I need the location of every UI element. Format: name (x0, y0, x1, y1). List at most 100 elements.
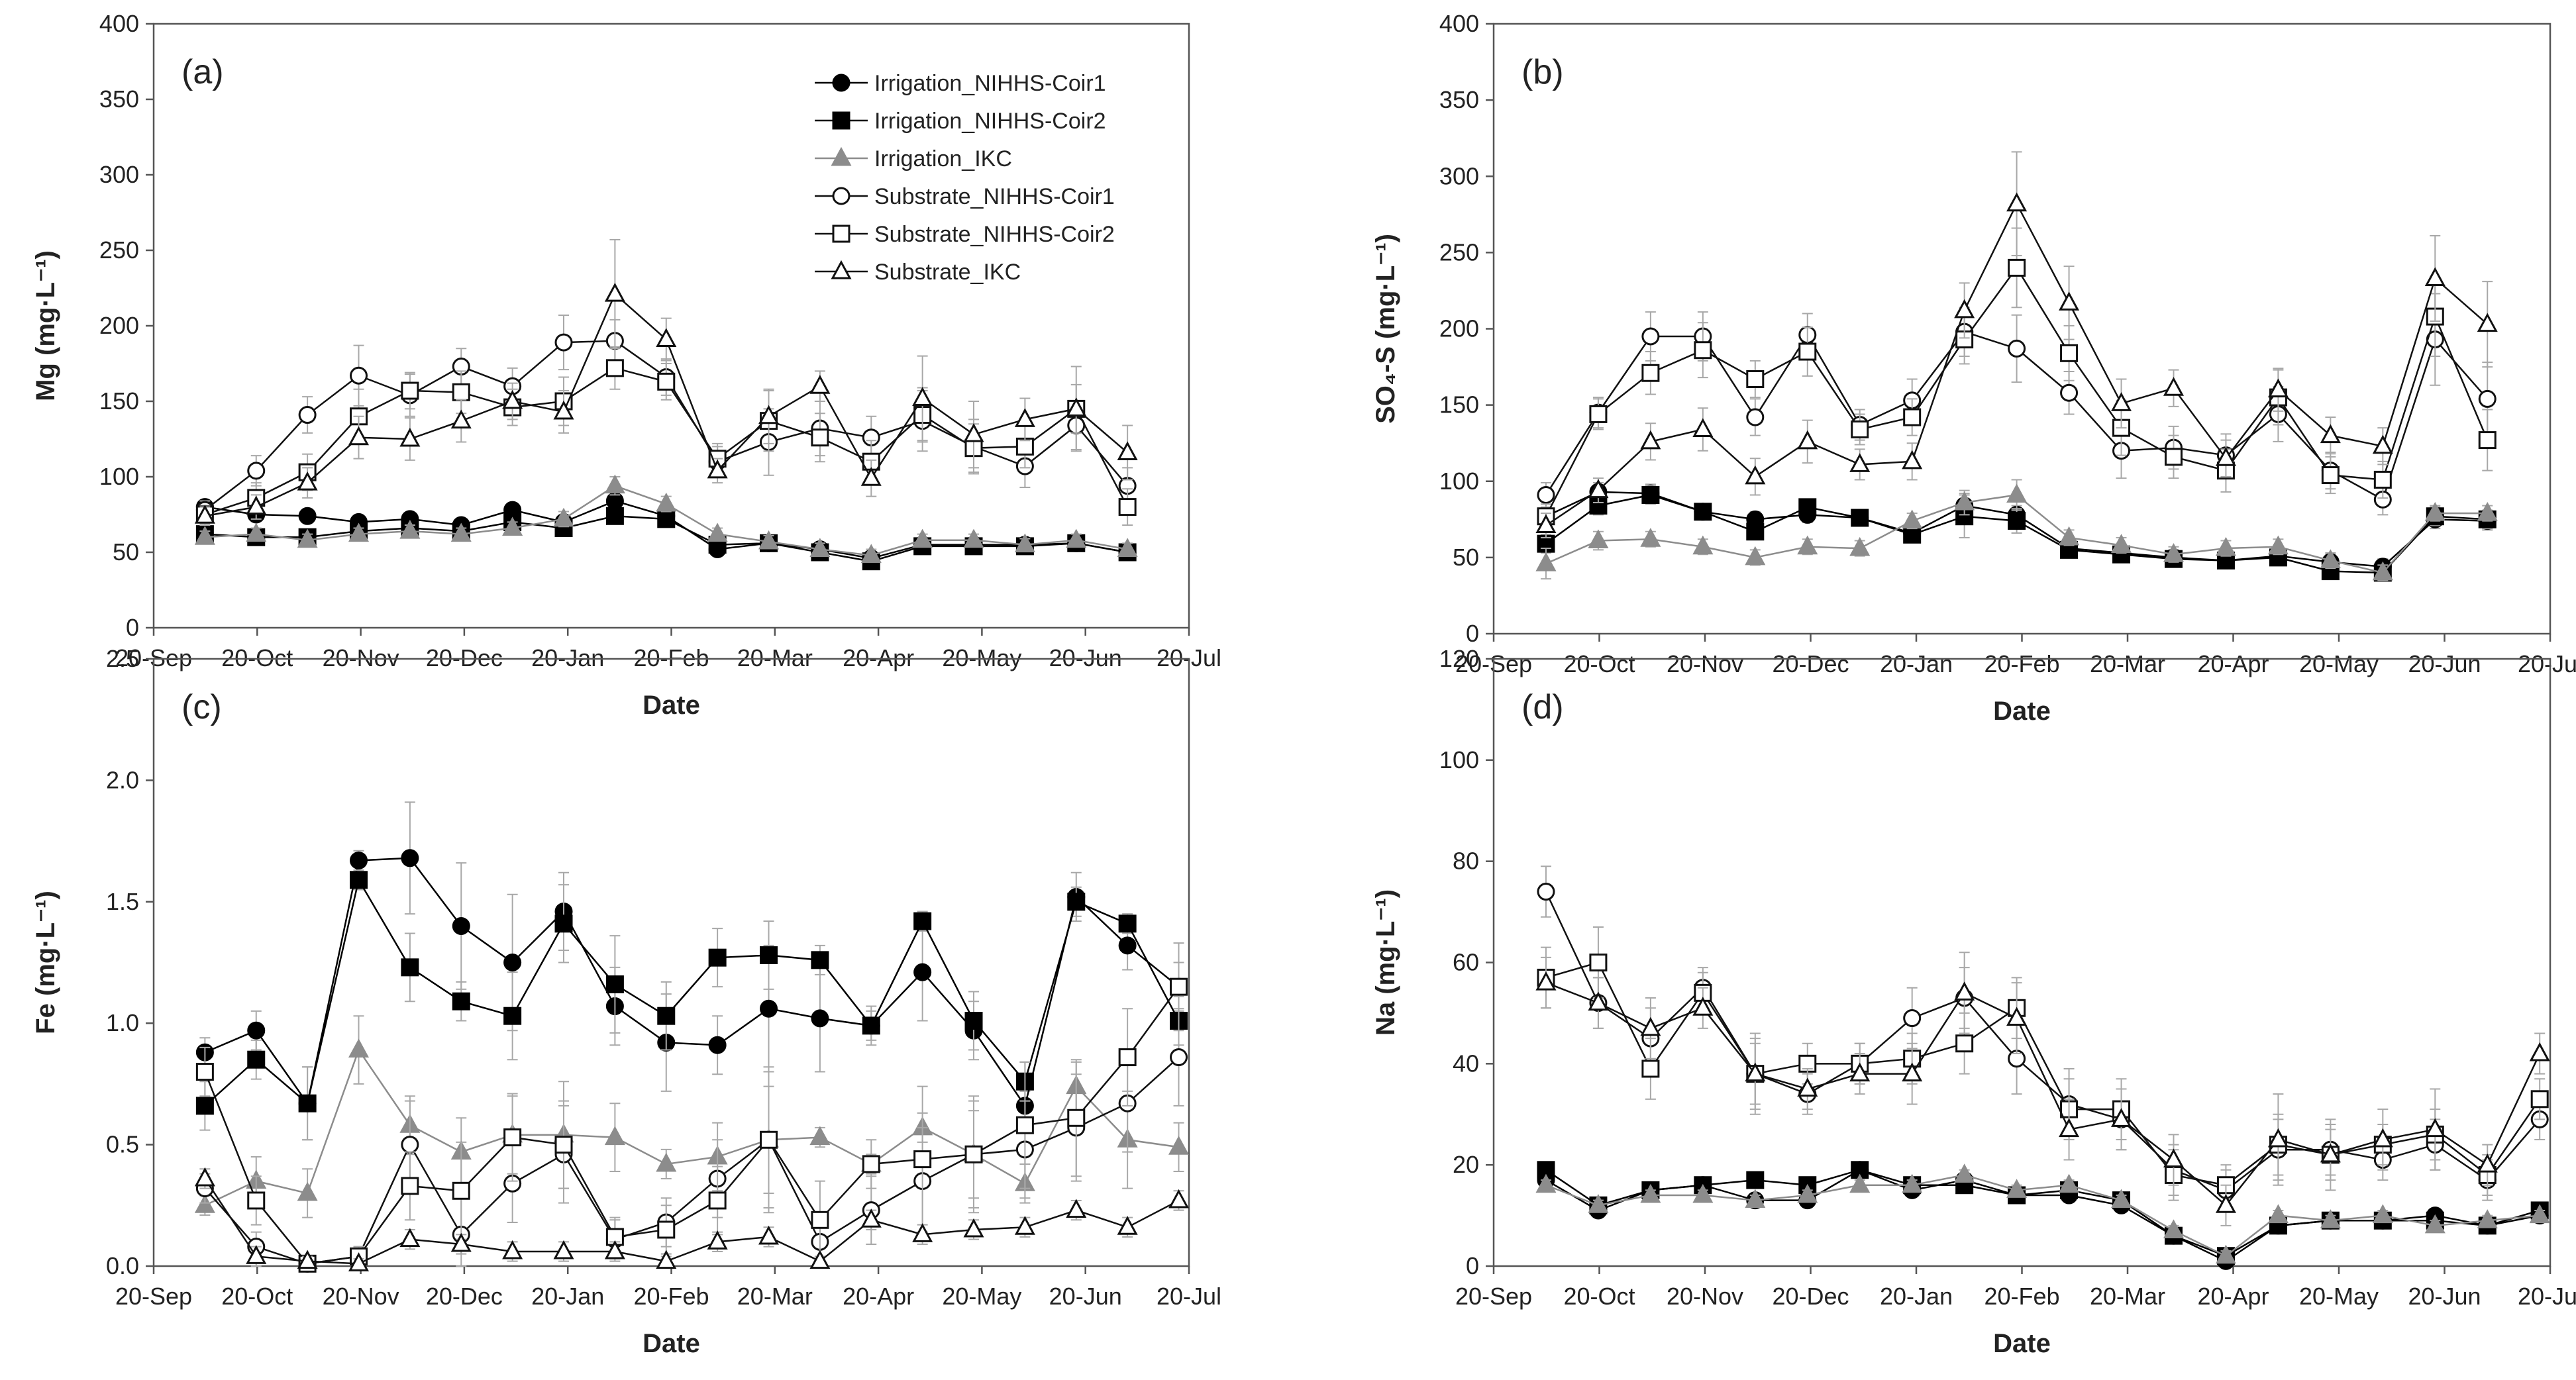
y-tick-label: 300 (99, 161, 139, 188)
x-tick-label: 20-Apr (2197, 650, 2269, 677)
data-point (1170, 977, 1188, 996)
legend-label: Irrigation_IKC (874, 146, 1012, 172)
x-tick-label: 20-Feb (633, 644, 709, 671)
data-point (1640, 1016, 1661, 1036)
data-point (2060, 383, 2079, 402)
data-point (2163, 377, 2185, 396)
data-point (1902, 1062, 1923, 1082)
data-point (350, 366, 368, 385)
y-tick-label: 350 (1439, 86, 1479, 113)
data-point (348, 1252, 370, 1271)
data-point (913, 963, 932, 981)
series-irrigation_ikc (1535, 479, 2498, 581)
data-point (963, 423, 984, 442)
data-point (2060, 344, 2079, 362)
series-substrate_ikc (1535, 952, 2550, 1226)
legend-marker (831, 146, 852, 166)
data-point (758, 530, 780, 550)
data-point (1014, 533, 1035, 553)
data-point (2321, 466, 2340, 485)
data-point (1588, 529, 1609, 549)
data-point (604, 1126, 625, 1146)
legend-entry: Irrigation_IKC (815, 146, 1012, 172)
y-tick-label: 300 (1439, 162, 1479, 189)
data-point (297, 1181, 318, 1201)
y-axis-title: SO₄-S (mg·L⁻¹) (1371, 234, 1400, 424)
y-tick-label: 350 (99, 85, 139, 113)
data-point (195, 1097, 214, 1115)
data-point (963, 1218, 984, 1238)
x-tick-label: 20-Dec (1772, 650, 1849, 677)
data-point (2477, 1209, 2498, 1228)
data-point (1589, 954, 1608, 971)
data-point (194, 1194, 215, 1213)
x-tick-label: 20-Mar (737, 1283, 813, 1310)
data-point (1692, 418, 1714, 437)
data-point (2059, 1118, 2080, 1138)
data-point (2008, 339, 2026, 358)
data-point (1849, 453, 1871, 472)
x-tick-label: 20-Feb (633, 1283, 709, 1310)
legend-label: Substrate_NIHHS-Coir1 (874, 184, 1115, 209)
data-point (758, 405, 780, 424)
data-point (399, 519, 421, 539)
x-tick-label: 20-Oct (1563, 650, 1635, 677)
legend-label: Irrigation_NIHHS-Coir2 (874, 109, 1106, 134)
data-point (350, 851, 368, 869)
x-tick-label: 20-Feb (1984, 1283, 2059, 1310)
data-point (1849, 1062, 1871, 1082)
data-point (809, 375, 831, 394)
data-point (1797, 535, 1818, 555)
x-tick-label: 20-Dec (426, 1283, 503, 1310)
data-point (1066, 528, 1087, 548)
data-point (963, 528, 984, 548)
data-point (2006, 1179, 2028, 1198)
data-point (1694, 503, 1712, 521)
data-point (811, 1009, 829, 1028)
data-point (809, 1250, 831, 1269)
data-point (2163, 543, 2185, 562)
data-point (450, 409, 472, 429)
data-point (297, 1250, 318, 1269)
legend-entry: Substrate_NIHHS-Coir2 (815, 222, 1115, 247)
data-point (2267, 1204, 2289, 1224)
data-point (503, 1128, 522, 1147)
data-point (708, 1191, 727, 1210)
x-axis-title: Date (643, 691, 700, 720)
y-tick-label: 100 (1439, 468, 1479, 495)
x-tick-label: 20-May (942, 1283, 1021, 1310)
x-tick-label: 20-Jul (2518, 1283, 2576, 1310)
x-tick-label: 20-Mar (2090, 650, 2165, 677)
data-point (1692, 535, 1714, 555)
data-point (2424, 501, 2446, 521)
data-point (194, 1167, 215, 1187)
data-point (1746, 408, 1765, 426)
data-point (401, 1136, 419, 1154)
data-point (1954, 299, 1975, 319)
data-point (2478, 431, 2497, 450)
data-point (1746, 1171, 1765, 1189)
data-point (1535, 971, 1557, 991)
data-point (1640, 1183, 1661, 1203)
data-point (1745, 1062, 1766, 1082)
data-point (2267, 1128, 2289, 1148)
y-tick-label: 1.5 (106, 888, 139, 915)
data-point (1797, 430, 1818, 450)
data-point (760, 1130, 778, 1149)
x-tick-label: 20-Nov (323, 1283, 399, 1310)
data-point (708, 1036, 727, 1054)
data-point (860, 544, 882, 564)
data-point (1535, 1173, 1557, 1193)
y-tick-label: 400 (1439, 10, 1479, 37)
y-tick-label: 40 (1453, 1050, 1479, 1077)
data-point (297, 528, 318, 548)
x-axis-title: Date (1993, 697, 2051, 726)
data-point (604, 474, 625, 494)
data-point (2372, 561, 2393, 581)
panel-letter: (c) (181, 688, 222, 726)
data-point (399, 427, 421, 447)
data-point (2215, 536, 2236, 556)
data-point (1640, 528, 1661, 547)
data-point (2008, 512, 2026, 530)
data-point (809, 538, 831, 557)
